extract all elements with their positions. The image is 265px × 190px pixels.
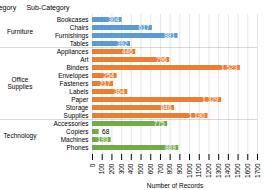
svg-text:Machines: Machines (61, 136, 90, 143)
svg-text:Accessories: Accessories (53, 120, 89, 127)
svg-text:1,329: 1,329 (202, 96, 219, 103)
svg-text:217: 217 (100, 80, 111, 87)
svg-text:1200: 1200 (205, 163, 212, 178)
svg-text:1,190: 1,190 (189, 112, 206, 119)
svg-text:200: 200 (108, 163, 115, 174)
svg-text:881: 881 (164, 32, 175, 39)
svg-text:100: 100 (98, 163, 105, 174)
svg-text:900: 900 (176, 163, 183, 174)
svg-text:Storage: Storage (66, 104, 89, 112)
svg-text:Copiers: Copiers (66, 128, 89, 136)
svg-text:Tables: Tables (70, 40, 90, 47)
svg-text:1300: 1300 (215, 163, 222, 178)
svg-text:500: 500 (137, 163, 144, 174)
svg-text:Bookcases: Bookcases (57, 16, 90, 23)
svg-text:400: 400 (127, 163, 134, 174)
svg-text:1,523: 1,523 (221, 64, 238, 71)
svg-text:68: 68 (102, 128, 110, 135)
svg-text:700: 700 (157, 163, 164, 174)
svg-text:Fasteners: Fasteners (60, 80, 90, 87)
svg-text:Furnishings: Furnishings (55, 32, 89, 40)
svg-text:Phones: Phones (66, 144, 89, 151)
svg-text:Binders: Binders (66, 64, 89, 71)
svg-text:889: 889 (165, 144, 176, 151)
svg-text:Appliances: Appliances (57, 48, 90, 56)
svg-text:Art: Art (80, 56, 89, 63)
svg-text:Category: Category (0, 4, 17, 12)
svg-text:775: 775 (154, 120, 165, 127)
svg-text:Paper: Paper (71, 96, 89, 104)
svg-text:Chairs: Chairs (70, 24, 90, 31)
svg-text:1400: 1400 (224, 163, 231, 178)
svg-text:617: 617 (139, 24, 150, 31)
svg-text:OfficeSupplies: OfficeSupplies (8, 76, 34, 92)
svg-text:Number of Records: Number of Records (147, 182, 204, 189)
svg-text:193: 193 (97, 136, 108, 143)
svg-text:Envelopes: Envelopes (58, 72, 89, 80)
svg-text:600: 600 (147, 163, 154, 174)
svg-text:392: 392 (117, 40, 128, 47)
svg-text:Labels: Labels (69, 88, 89, 95)
svg-text:1000: 1000 (186, 163, 193, 178)
svg-text:300: 300 (118, 163, 125, 174)
svg-text:304: 304 (108, 16, 119, 23)
svg-text:364: 364 (114, 88, 125, 95)
svg-text:796: 796 (156, 56, 167, 63)
svg-text:Supplies: Supplies (64, 112, 90, 120)
svg-text:Furniture: Furniture (7, 28, 33, 35)
svg-text:Technology: Technology (4, 132, 38, 140)
svg-text:Sub-Category: Sub-Category (26, 4, 70, 12)
svg-text:1500: 1500 (234, 163, 241, 178)
svg-text:846: 846 (161, 104, 172, 111)
svg-text:254: 254 (103, 72, 114, 79)
svg-text:1600: 1600 (244, 163, 251, 178)
svg-text:1100: 1100 (195, 163, 202, 177)
svg-text:0: 0 (89, 163, 96, 167)
svg-text:446: 446 (122, 48, 133, 55)
svg-text:800: 800 (166, 163, 173, 174)
svg-text:1700: 1700 (254, 163, 261, 178)
